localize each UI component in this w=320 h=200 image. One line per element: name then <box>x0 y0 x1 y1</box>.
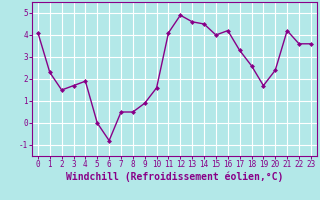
X-axis label: Windchill (Refroidissement éolien,°C): Windchill (Refroidissement éolien,°C) <box>66 172 283 182</box>
